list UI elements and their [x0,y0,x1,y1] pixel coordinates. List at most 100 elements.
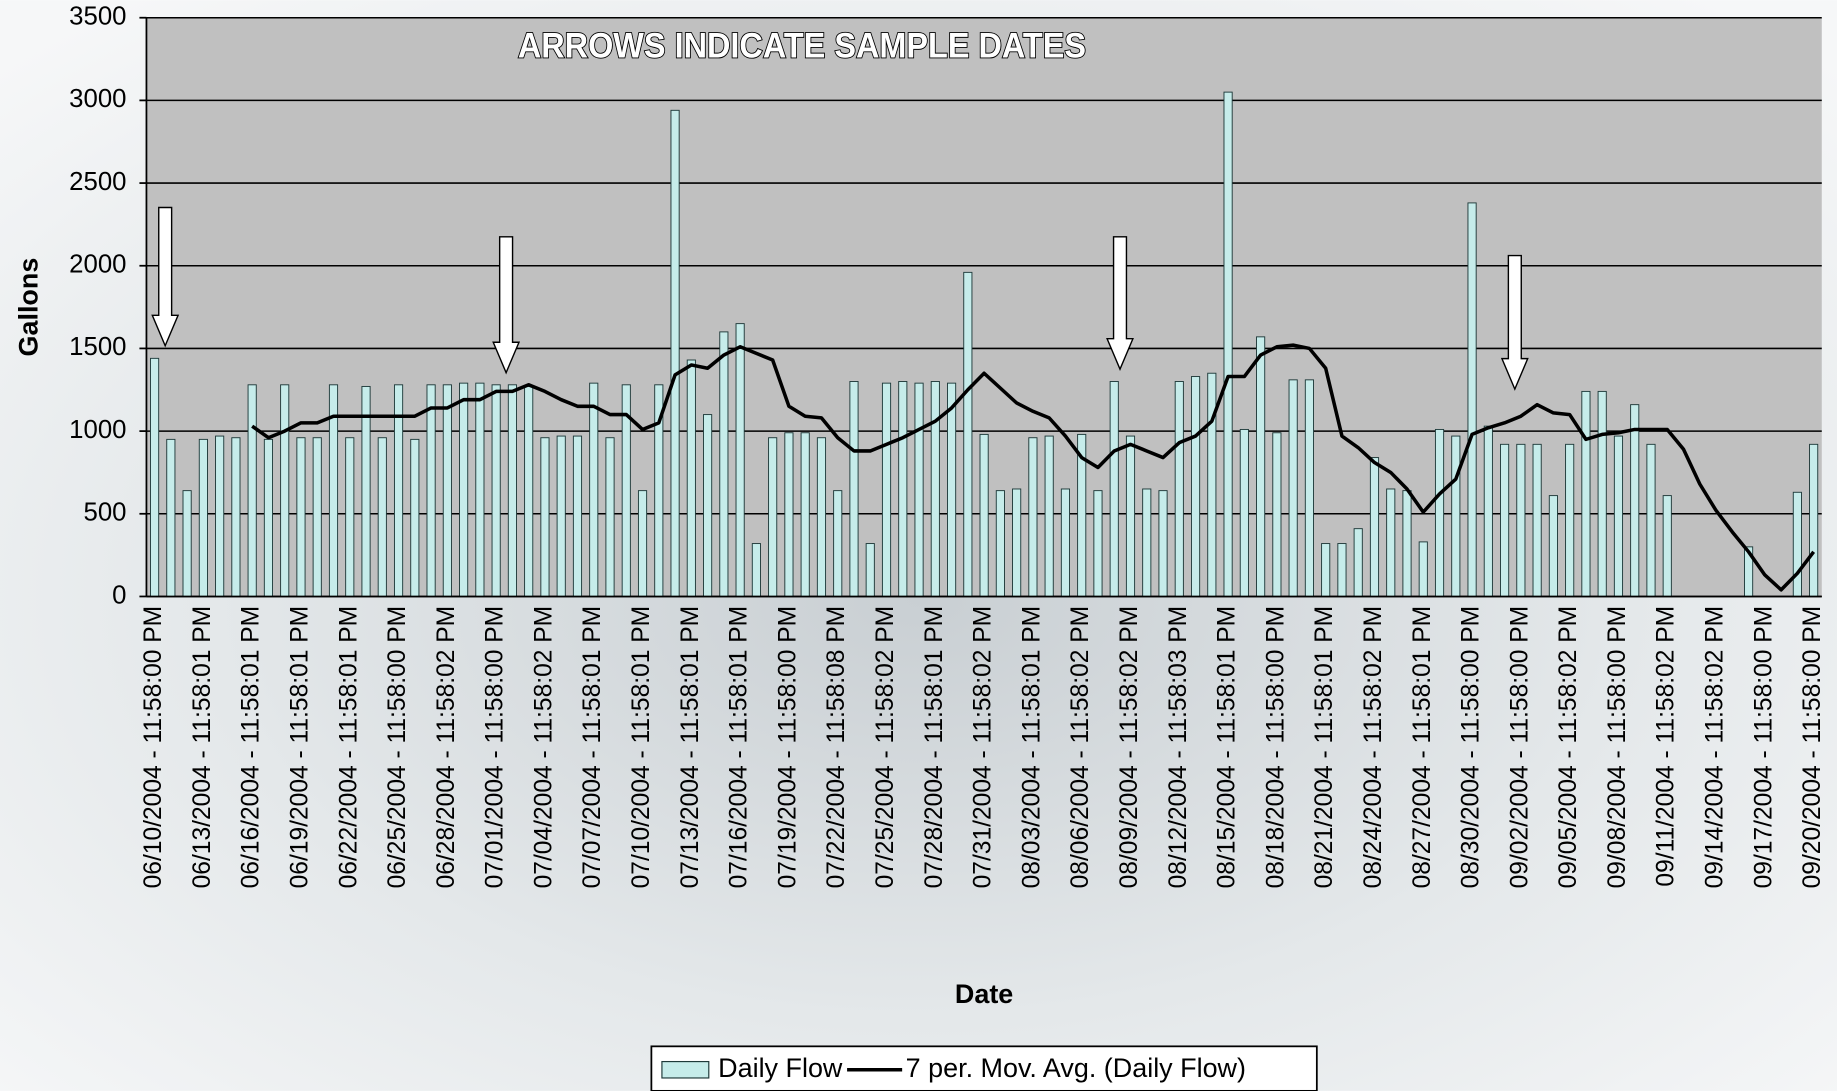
bar [670,109,680,597]
bar [1613,435,1624,597]
x-tick-label: 09/11/2004 - 11:58:02 PM [1653,606,1680,887]
x-tick-label: 07/28/2004 - 11:58:01 PM [921,606,948,889]
bar [1809,443,1819,597]
legend-label: 7 per. Mov. Avg. (Daily Flow) [906,1053,1246,1083]
bar [150,357,160,597]
bar [231,437,241,597]
bar [459,382,469,597]
x-tick-label: 09/02/2004 - 11:58:00 PM [1506,606,1533,889]
y-axis-label: Gallons [14,258,44,357]
x-tick-label: 07/19/2004 - 11:58:00 PM [774,606,801,889]
y-tick-label: 3000 [69,85,126,113]
legend-label: Daily Flow [718,1053,843,1083]
y-tick-label: 500 [84,499,127,527]
y-tick-label: 1500 [69,333,126,361]
bar [1353,528,1363,597]
y-tick-label: 0 [112,581,126,609]
bar [1223,91,1233,597]
bar [1109,381,1119,597]
bar [1565,443,1575,597]
x-tick-label: 08/12/2004 - 11:58:03 PM [1165,606,1192,889]
bar [637,490,648,597]
bar [1337,543,1347,597]
bar [1239,428,1249,597]
x-tick-label: 08/03/2004 - 11:58:01 PM [1018,606,1045,889]
bar [1142,488,1152,597]
x-tick-label: 08/15/2004 - 11:58:01 PM [1214,606,1241,889]
bar [1434,428,1445,597]
bar [491,384,501,597]
bar [1516,443,1526,597]
bar [751,543,761,597]
x-tick-label: 08/30/2004 - 11:58:00 PM [1458,606,1485,889]
x-axis-label: Date [955,979,1013,1009]
bar [1418,541,1428,597]
bar [1369,457,1380,597]
bar [605,437,615,597]
bar [686,359,696,597]
bar [703,414,713,597]
sample-arrow [492,236,521,375]
x-tick-label: 08/18/2004 - 11:58:00 PM [1262,606,1289,889]
bar [1500,443,1510,597]
bar [1256,336,1266,597]
bar [1483,425,1493,597]
moving-average-line [251,343,1816,592]
y-tick-label: 2500 [69,168,126,196]
bar [768,437,778,597]
bar [865,543,875,597]
bar [247,384,257,597]
bar [296,437,306,597]
bar [995,490,1005,597]
bar [507,384,517,597]
sample-arrow [1500,254,1529,391]
bar [1597,390,1607,597]
bar [198,438,208,597]
bar [979,433,989,597]
bar [345,437,355,597]
bar [735,323,745,597]
bar [1792,491,1802,597]
x-tick-label: 06/28/2004 - 11:58:02 PM [433,606,460,889]
x-tick-label: 06/22/2004 - 11:58:01 PM [335,606,362,889]
x-tick-label: 07/04/2004 - 11:58:02 PM [530,606,557,889]
bar [784,432,794,597]
x-tick-label: 08/24/2004 - 11:58:02 PM [1360,606,1387,889]
bar [898,381,908,597]
bar [426,384,436,597]
bar [1548,495,1558,597]
bar [1451,435,1461,597]
bar [377,437,387,597]
x-tick-label: 06/25/2004 - 11:58:00 PM [384,606,411,889]
bar [816,437,827,597]
x-tick-label: 07/10/2004 - 11:58:01 PM [628,606,655,889]
bar [1630,404,1640,597]
bar [1125,435,1136,597]
bar [1012,488,1022,597]
y-tick-label: 2000 [69,251,126,279]
bar [1288,379,1298,597]
bar [1174,381,1184,597]
sample-arrows [151,206,1529,391]
x-tick-label: 07/22/2004 - 11:58:08 PM [823,606,850,889]
x-tick-label: 07/31/2004 - 11:58:02 PM [970,606,997,889]
bar [475,382,485,597]
bar [1028,437,1038,597]
bar [833,490,843,597]
bar [963,271,973,597]
bar [572,435,583,597]
bar [1662,495,1672,597]
bar [930,381,940,597]
bar [556,435,566,597]
bar [410,438,420,597]
x-tick-label: 07/13/2004 - 11:58:01 PM [677,606,704,889]
x-tick-label: 09/14/2004 - 11:58:02 PM [1702,606,1729,889]
x-tick-label: 09/20/2004 - 11:58:00 PM [1799,606,1826,889]
legend-swatch [661,1060,710,1079]
bar [719,331,729,597]
x-tick-label: 08/06/2004 - 11:58:02 PM [1067,606,1094,889]
bar [263,438,274,597]
x-tick-label: 08/09/2004 - 11:58:02 PM [1116,606,1143,889]
bar [1207,372,1217,597]
